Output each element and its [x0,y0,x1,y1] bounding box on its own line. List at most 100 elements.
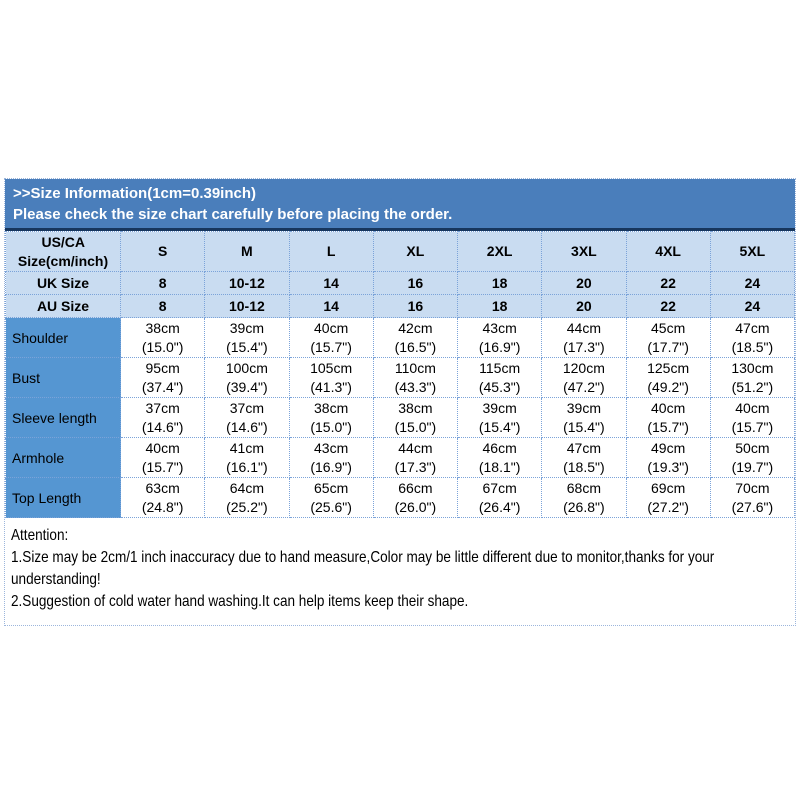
value-cm: 67cm [482,479,517,496]
measurement-cell: 100cm (39.4") [204,357,290,398]
row-label-armhole: Armhole [5,437,121,478]
value-cm: 49cm [651,439,686,456]
au-size-value: 18 [456,294,543,318]
value-inch: (15.4") [226,338,268,355]
row-label-top-length: Top Length [5,477,121,518]
row-label-bust: Bust [5,357,121,398]
value-inch: (27.6") [731,498,774,515]
value-inch: (39.4") [226,378,268,395]
size-col-header-4xl: 4XL [625,231,711,272]
value-inch: (15.0") [310,418,352,435]
measurement-cell: 41cm (16.1") [204,437,290,478]
value-cm: 38cm [145,319,180,336]
value-inch: (26.8") [563,498,605,515]
value-inch: (14.6") [141,418,184,435]
value-inch: (16.1") [226,458,268,475]
value-inch: (43.3") [394,378,437,395]
measurement-cell: 43cm (16.9") [288,437,374,478]
measurement-cell: 68cm (26.8") [541,477,627,518]
value-cm: 47cm [735,319,770,336]
measurement-cell: 38cm (15.0") [372,397,459,438]
value-inch: (47.2") [563,378,605,395]
measurement-cell: 49cm (19.3") [625,437,711,478]
size-chart-table: US/CA Size(cm/inch) S M L XL 2XL 3XL 4XL… [5,231,796,518]
value-cm: 44cm [398,439,433,456]
attention-section: Attention: 1.Size may be 2cm/1 inch inac… [5,518,795,625]
value-cm: 69cm [651,479,686,496]
value-inch: (15.0") [141,338,184,355]
uk-size-value: 10-12 [204,271,290,295]
value-inch: (49.2") [647,378,689,395]
value-inch: (15.7") [310,338,352,355]
measurement-cell: 125cm (49.2") [625,357,711,398]
measurement-cell: 69cm (27.2") [625,477,711,518]
size-col-header-l: L [288,231,374,272]
value-inch: (17.3") [563,338,605,355]
value-cm: 50cm [735,439,770,456]
uk-size-value: 8 [119,271,206,295]
value-cm: 47cm [566,439,601,456]
value-cm: 40cm [651,399,686,416]
measurement-cell: 39cm (15.4") [204,317,290,358]
value-cm: 40cm [145,439,180,456]
au-size-value: 10-12 [204,294,290,318]
value-cm: 70cm [735,479,770,496]
value-inch: (15.7") [731,418,774,435]
measurement-cell: 44cm (17.3") [372,437,459,478]
measurement-cell: 120cm (47.2") [541,357,627,398]
value-cm: 120cm [562,359,605,376]
measurement-row-bust: Bust 95cm (37.4") 100cm (39.4") 105cm (41.3… [5,357,796,398]
size-col-header-m: M [204,231,290,272]
measurement-cell: 66cm (26.0") [372,477,459,518]
measurement-cell: 45cm (17.7") [625,317,711,358]
measurement-cell: 37cm (14.6") [119,397,206,438]
value-inch: (16.9") [478,338,521,355]
size-chart-sheet: >>Size Information(1cm=0.39inch) Please … [4,178,796,626]
value-cm: 43cm [314,439,349,456]
banner: >>Size Information(1cm=0.39inch) Please … [5,179,795,231]
uk-size-value: 20 [541,271,627,295]
measurement-row-armhole: Armhole 40cm (15.7") 41cm (16.1") 43cm (16.… [5,437,796,478]
row-label-sleeve-length: Sleeve length [5,397,121,438]
attention-title: Attention: [11,527,69,544]
value-inch: (17.7") [647,338,689,355]
measurement-cell: 105cm (41.3") [288,357,374,398]
banner-subtitle: Please check the size chart carefully be… [13,206,453,223]
au-size-label: AU Size [5,294,121,318]
measurement-cell: 70cm (27.6") [709,477,796,518]
value-inch: (27.2") [647,498,689,515]
value-cm: 105cm [310,359,353,376]
measurement-cell: 64cm (25.2") [204,477,290,518]
uk-size-value: 16 [372,271,459,295]
measurement-cell: 44cm (17.3") [541,317,627,358]
measurement-cell: 40cm (15.7") [119,437,206,478]
measurement-row-shoulder: Shoulder 38cm (15.0") 39cm (15.4") 40cm (15… [5,317,796,358]
measurement-cell: 95cm (37.4") [119,357,206,398]
value-cm: 115cm [479,359,521,376]
value-cm: 38cm [314,399,349,416]
measurement-row-sleeve-length: Sleeve length 37cm (14.6") 37cm (14.6") 38… [5,397,796,438]
measurement-cell: 40cm (15.7") [709,397,796,438]
size-col-header-s: S [119,231,206,272]
value-inch: (15.0") [394,418,437,435]
value-inch: (26.0") [394,498,437,515]
measurement-cell: 39cm (15.4") [456,397,543,438]
measurement-cell: 130cm (51.2") [709,357,796,398]
measurement-cell: 47cm (18.5") [709,317,796,358]
value-cm: 37cm [229,399,264,416]
value-inch: (19.3") [647,458,689,475]
measurement-cell: 63cm (24.8") [119,477,206,518]
au-size-value: 8 [119,294,206,318]
measurement-cell: 37cm (14.6") [204,397,290,438]
au-size-value: 22 [625,294,711,318]
value-inch: (18.5") [563,458,605,475]
value-inch: (15.7") [141,458,184,475]
value-cm: 39cm [566,399,601,416]
measurement-cell: 38cm (15.0") [119,317,206,358]
value-inch: (15.7") [647,418,689,435]
au-size-row: AU Size 8 10-12 14 16 18 20 22 24 [5,294,796,318]
corner-header-line1: US/CA [41,233,85,250]
value-inch: (16.9") [310,458,352,475]
value-inch: (18.1") [478,458,521,475]
value-cm: 43cm [482,319,517,336]
